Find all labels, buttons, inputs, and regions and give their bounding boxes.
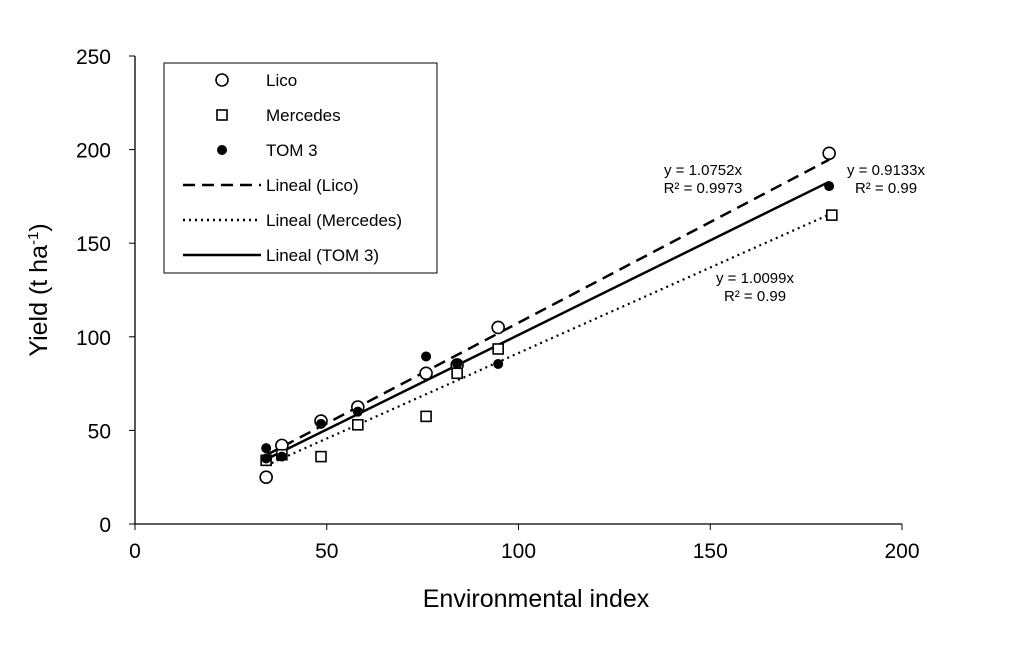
data-points bbox=[259, 146, 838, 485]
data-point bbox=[352, 406, 363, 417]
data-point bbox=[421, 351, 432, 362]
legend-marker bbox=[215, 73, 229, 87]
trendline-r2: R² = 0.99 bbox=[724, 288, 786, 305]
y-axis-label: Yield (t ha-1) bbox=[25, 223, 53, 356]
trendline-r2: R² = 0.9973 bbox=[664, 180, 743, 197]
legend-label: Lineal (Lico) bbox=[266, 176, 359, 195]
y-tick-label: 100 bbox=[76, 327, 111, 350]
data-point bbox=[276, 451, 287, 462]
trendline-equation: y = 1.0099x bbox=[716, 270, 794, 287]
x-tick-label: 100 bbox=[501, 540, 536, 563]
legend-label: Lineal (Mercedes) bbox=[266, 211, 402, 230]
data-point bbox=[451, 367, 463, 380]
y-tick-label: 150 bbox=[76, 233, 111, 256]
legend-label: TOM 3 bbox=[266, 141, 318, 160]
legend: Lico Mercedes TOM 3 Lineal (Lico) Lineal (Me… bbox=[163, 62, 438, 274]
legend-label: Mercedes bbox=[266, 106, 341, 125]
x-tick-label: 200 bbox=[884, 540, 919, 563]
y-tick-label: 250 bbox=[76, 46, 111, 69]
axes: 0 50 100 150 200 0 50 100 150 200 250 bbox=[76, 46, 920, 563]
data-point bbox=[491, 320, 505, 335]
data-point bbox=[419, 366, 433, 381]
legend-label: Lico bbox=[266, 71, 297, 90]
trendline-equation: y = 1.0752x bbox=[664, 162, 742, 179]
data-point bbox=[259, 470, 273, 485]
data-point bbox=[493, 358, 504, 369]
data-point bbox=[824, 181, 835, 192]
legend-label: Lineal (TOM 3) bbox=[266, 246, 379, 265]
data-point bbox=[315, 418, 326, 429]
data-point bbox=[826, 209, 838, 221]
trendline-r2: R² = 0.99 bbox=[855, 180, 917, 197]
data-point bbox=[452, 358, 463, 369]
x-tick-label: 50 bbox=[315, 540, 338, 563]
data-point bbox=[315, 450, 327, 463]
data-point bbox=[352, 418, 364, 431]
y-tick-label: 50 bbox=[88, 420, 111, 443]
legend-marker bbox=[216, 109, 228, 121]
data-point bbox=[822, 146, 836, 161]
legend-box bbox=[163, 62, 438, 274]
y-tick-label: 0 bbox=[99, 514, 111, 537]
data-point bbox=[420, 410, 432, 423]
x-axis-label: Environmental index bbox=[423, 585, 650, 613]
data-point bbox=[261, 443, 272, 454]
legend-marker bbox=[217, 145, 227, 155]
y-tick-label: 200 bbox=[76, 140, 111, 163]
x-tick-label: 150 bbox=[693, 540, 728, 563]
trendline-equation: y = 0.9133x bbox=[847, 162, 925, 179]
data-point bbox=[261, 453, 272, 464]
x-tick-label: 0 bbox=[129, 540, 141, 563]
data-point bbox=[492, 343, 504, 355]
